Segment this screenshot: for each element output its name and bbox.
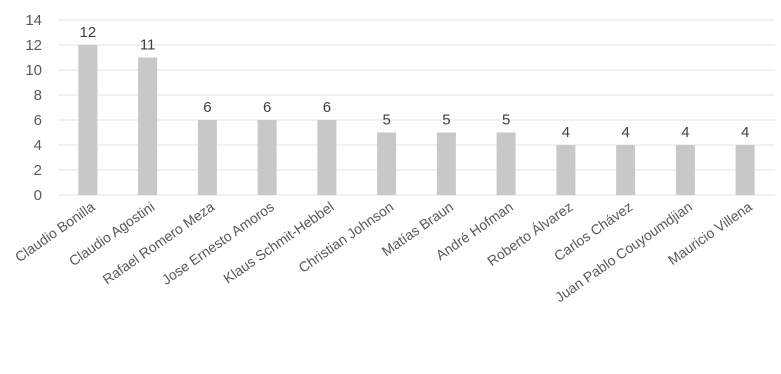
y-tick-label: 2 [34,162,42,179]
data-label: 6 [323,99,331,116]
bar [556,145,576,195]
data-label: 11 [140,37,156,54]
data-label: 5 [442,112,450,129]
data-label: 4 [681,124,689,141]
bar [138,57,158,195]
bar [735,145,755,195]
bars [78,45,755,195]
data-label: 6 [203,99,211,116]
data-label: 5 [502,112,510,129]
bar [436,132,456,195]
y-tick-label: 14 [25,12,42,29]
y-tick-label: 0 [34,187,42,204]
data-label: 4 [562,124,570,141]
bar [197,120,217,195]
bar [496,132,516,195]
y-axis-ticks: 0 2 4 6 8 10 12 14 [25,12,42,204]
data-label: 5 [382,112,390,129]
y-tick-label: 4 [34,137,42,154]
data-label: 6 [263,99,271,116]
y-tick-label: 12 [25,37,42,54]
bar [78,45,98,195]
bar [616,145,636,195]
data-label: 4 [741,124,749,141]
gridlines [58,19,775,196]
y-tick-label: 6 [34,112,42,129]
bar [675,145,695,195]
data-labels: 12 11 6 6 6 5 5 5 4 4 4 4 [80,24,750,141]
category-label: Jose Ernesto Amoros [159,198,277,287]
data-label: 4 [621,124,629,141]
category-label: Klaus Schmit-Hebbel [220,198,336,286]
bar [257,120,277,195]
data-label: 12 [80,24,97,41]
y-tick-label: 8 [34,87,42,104]
bar [377,132,397,195]
y-tick-label: 10 [25,62,42,79]
bar [317,120,337,195]
